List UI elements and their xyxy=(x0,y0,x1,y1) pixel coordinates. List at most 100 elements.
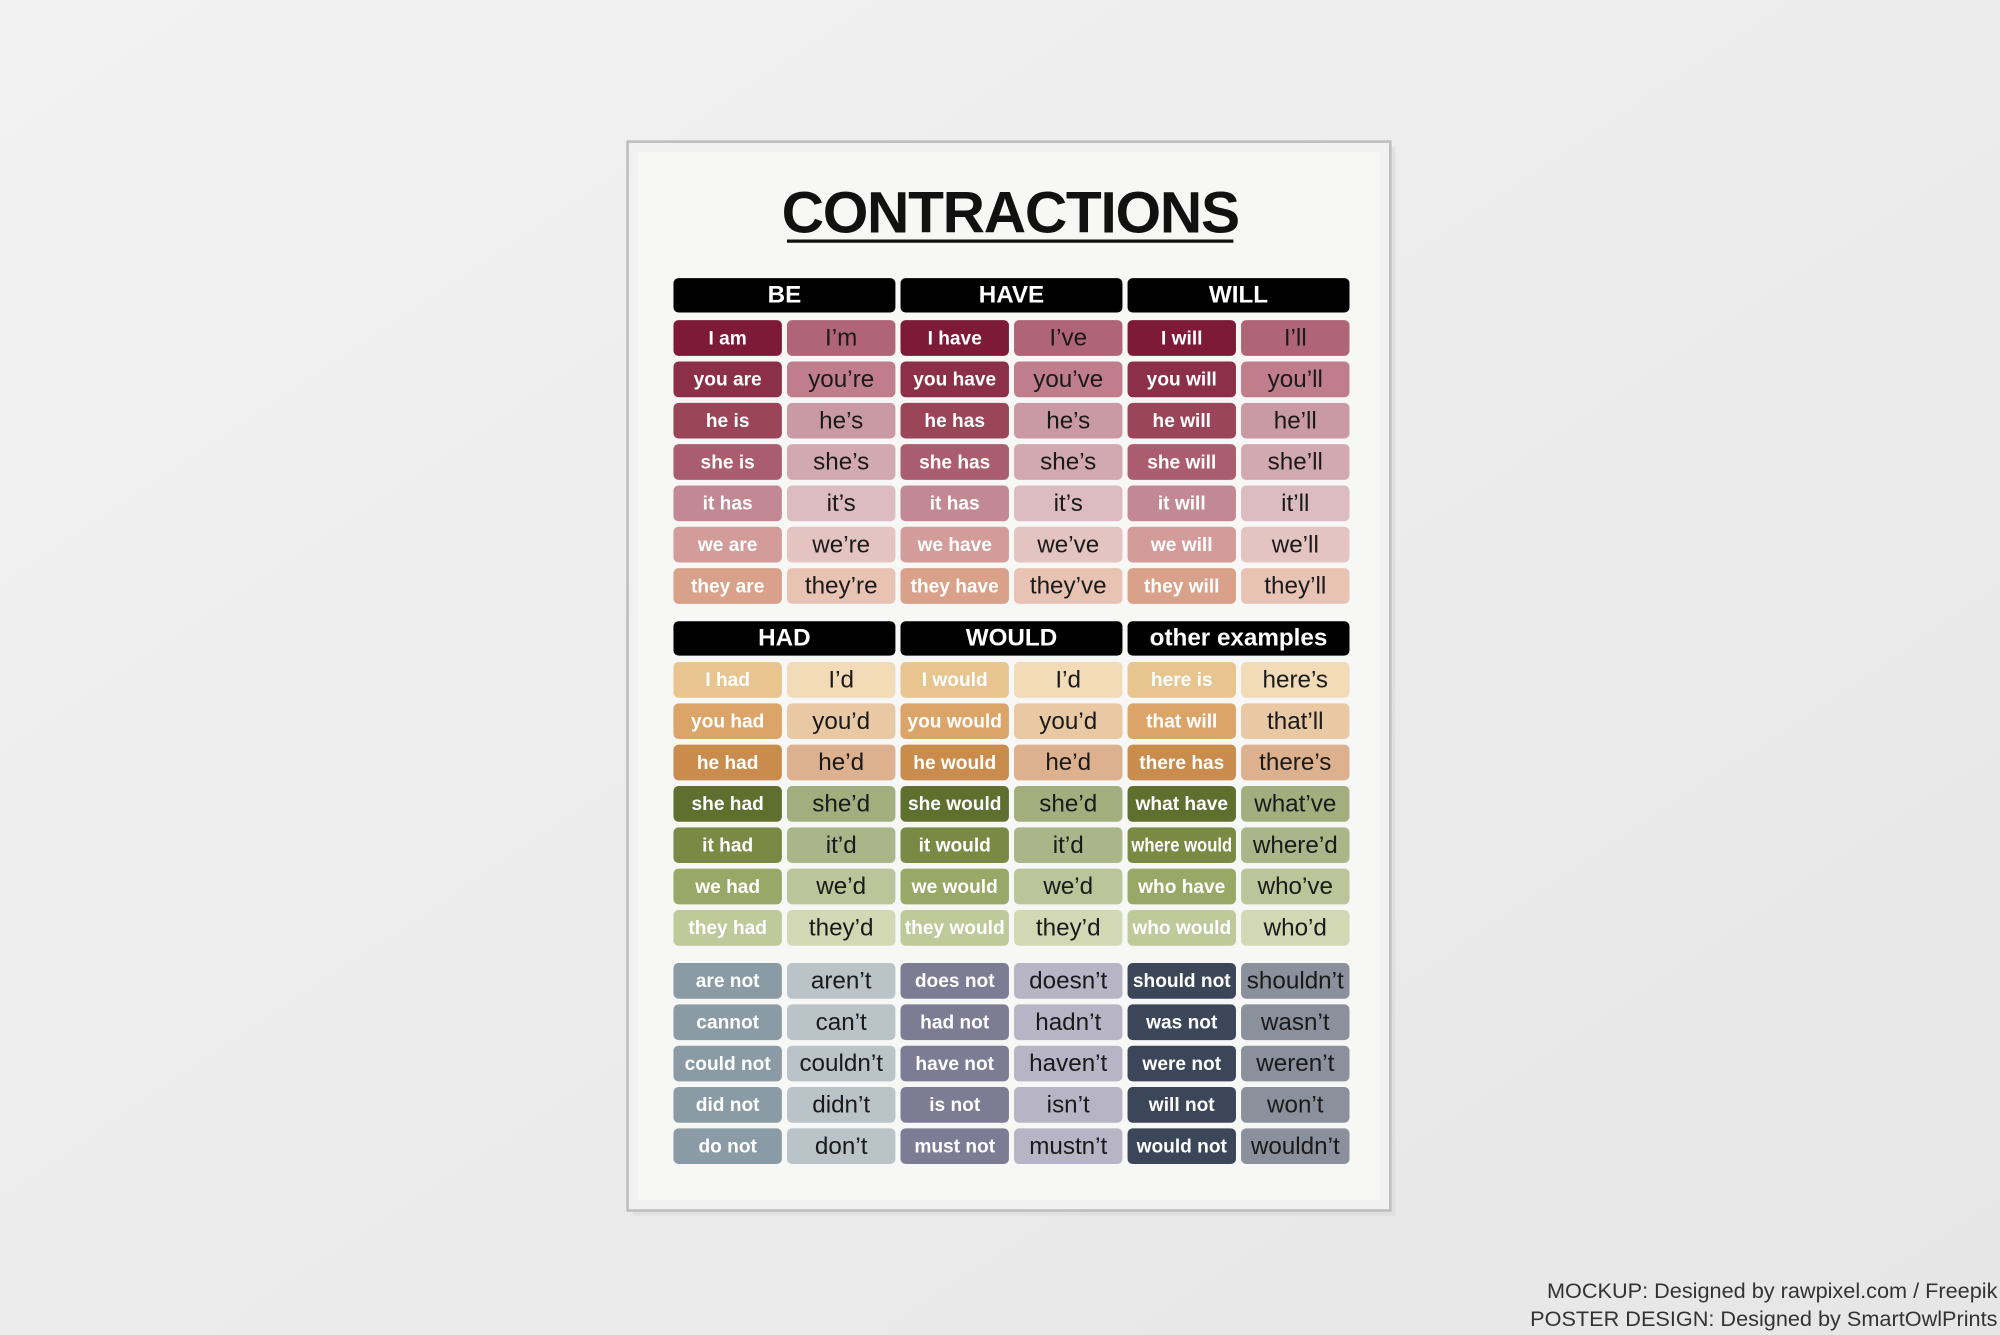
contraction: she’s xyxy=(813,449,869,476)
contraction-cell xyxy=(1241,526,1350,563)
section-header-label: HAD xyxy=(758,624,810,651)
phrase-cell xyxy=(673,703,782,740)
contraction-cell xyxy=(786,526,896,563)
contraction: we’re xyxy=(811,531,870,558)
phrase-cell xyxy=(900,963,1009,999)
phrase: does not xyxy=(915,971,995,992)
contraction-cell xyxy=(1241,744,1350,781)
phrase-cell xyxy=(900,1045,1009,1082)
contraction: hadn’t xyxy=(1035,1009,1101,1036)
contraction: we’ll xyxy=(1271,531,1319,558)
contraction-cell xyxy=(786,485,896,522)
contraction: they’re xyxy=(805,573,878,600)
contraction: they’d xyxy=(809,915,874,942)
phrase-cell xyxy=(1127,444,1236,480)
contraction-cell xyxy=(1241,1087,1350,1123)
section-header xyxy=(673,621,896,656)
contraction-cell xyxy=(1014,868,1123,905)
section-header xyxy=(1127,278,1350,313)
contraction-cell xyxy=(1014,568,1123,604)
phrase: he had xyxy=(697,753,759,774)
phrase-cell xyxy=(1127,1128,1236,1165)
phrase-cell xyxy=(900,703,1009,740)
phrase-cell xyxy=(673,526,782,563)
contraction: who’d xyxy=(1263,915,1327,942)
phrase: should not xyxy=(1133,971,1231,992)
phrase: you have xyxy=(913,370,996,391)
phrase-cell xyxy=(673,320,782,356)
contraction-cell xyxy=(1014,526,1123,563)
phrase: we had xyxy=(694,877,760,898)
contraction: he’d xyxy=(1045,749,1091,776)
contraction-cell xyxy=(1241,361,1350,398)
contraction-cell xyxy=(786,1045,896,1082)
contraction-cell xyxy=(786,785,896,822)
phrase-cell xyxy=(900,785,1009,822)
contraction: that’ll xyxy=(1267,708,1324,735)
section-header-label: HAVE xyxy=(979,281,1044,308)
contraction-cell xyxy=(1014,361,1123,398)
phrase-cell xyxy=(1127,361,1236,398)
contraction-cell xyxy=(1014,1045,1123,1082)
contraction: you’ll xyxy=(1268,366,1323,393)
contraction: he’s xyxy=(819,407,863,434)
contraction-cell xyxy=(786,909,896,946)
phrase: I would xyxy=(922,670,988,691)
phrase: you are xyxy=(694,370,762,391)
phrase-cell xyxy=(673,485,782,522)
contraction-cell xyxy=(786,1087,896,1123)
section-header xyxy=(900,278,1123,313)
contraction-cell xyxy=(1014,744,1123,781)
contraction-cell xyxy=(786,1128,896,1165)
contraction-cell xyxy=(1241,785,1350,822)
contraction: she’ll xyxy=(1268,449,1323,476)
section-header-label: WILL xyxy=(1209,281,1268,308)
contraction: you’d xyxy=(812,708,870,735)
phrase-cell xyxy=(1127,827,1236,864)
phrase: we are xyxy=(697,535,758,556)
credit: POSTER DESIGN: Designed by SmartOwlPrint… xyxy=(1530,1306,1997,1331)
phrase: I will xyxy=(1161,328,1202,349)
contraction: isn’t xyxy=(1047,1092,1090,1119)
phrase: you will xyxy=(1147,370,1217,391)
contraction: she’s xyxy=(1040,449,1096,476)
contraction: they’ve xyxy=(1030,573,1107,600)
contraction-cell xyxy=(1014,963,1123,999)
credit: MOCKUP: Designed by rawpixel.com / Freep… xyxy=(1547,1278,1998,1303)
contraction: here’s xyxy=(1263,667,1329,694)
contraction: mustn’t xyxy=(1029,1133,1107,1160)
phrase-cell xyxy=(673,361,782,398)
phrase-cell xyxy=(1127,703,1236,740)
contraction-cell xyxy=(1241,963,1350,999)
contraction: won’t xyxy=(1266,1092,1324,1119)
contraction-cell xyxy=(786,703,896,740)
contraction-cell xyxy=(1014,320,1123,356)
phrase: here is xyxy=(1151,670,1213,691)
contraction: you’ve xyxy=(1033,366,1103,393)
contraction-cell xyxy=(1014,909,1123,946)
contraction-cell xyxy=(1241,320,1350,356)
phrase: is not xyxy=(929,1095,981,1116)
contraction: she’d xyxy=(1039,791,1097,818)
phrase-cell xyxy=(1127,402,1236,439)
phrase: have not xyxy=(915,1054,994,1075)
phrase: it will xyxy=(1158,494,1206,515)
phrase: it has xyxy=(703,494,753,515)
contraction-cell xyxy=(786,868,896,905)
phrase: you would xyxy=(907,712,1002,733)
contraction-cell xyxy=(1241,1128,1350,1165)
contraction-cell xyxy=(786,444,896,480)
phrase: I had xyxy=(705,670,750,691)
contraction: we’d xyxy=(815,873,866,900)
contraction: who’ve xyxy=(1257,873,1333,900)
phrase: where would xyxy=(1131,836,1233,857)
phrase-cell xyxy=(1127,320,1236,356)
phrase-cell xyxy=(673,963,782,999)
phrase-cell xyxy=(1127,526,1236,563)
phrase: she will xyxy=(1147,452,1216,473)
contraction: shouldn’t xyxy=(1247,968,1344,995)
phrase: are not xyxy=(696,971,760,992)
phrase-cell xyxy=(1127,744,1236,781)
phrase: he would xyxy=(913,753,996,774)
contraction: doesn’t xyxy=(1029,968,1107,995)
